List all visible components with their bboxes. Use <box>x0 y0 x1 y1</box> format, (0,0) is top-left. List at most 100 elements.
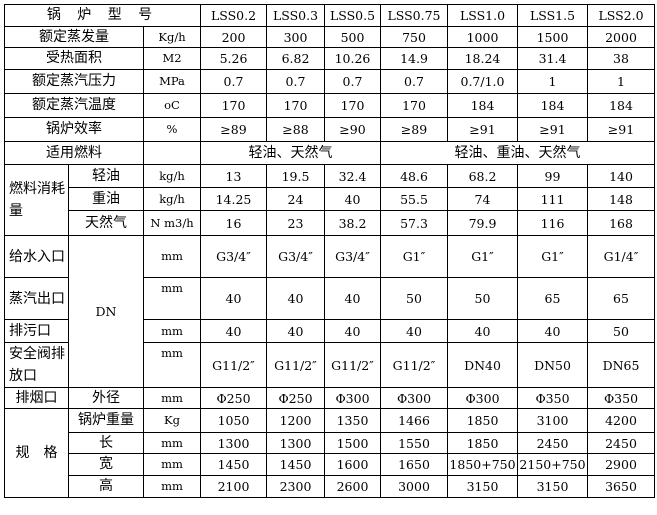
value-cell: 40 <box>324 187 381 211</box>
table-row: 额定蒸汽压力 MPa 0.7 0.7 0.7 0.7 0.7/1.0 1 1 <box>4 69 655 94</box>
value-cell: DN40 <box>447 342 518 388</box>
value-cell: 74 <box>447 187 518 211</box>
unit-cell: MPa <box>143 69 201 94</box>
value-cell: 184 <box>447 93 518 118</box>
value-cell: 170 <box>200 93 267 118</box>
value-cell: 19.5 <box>266 164 325 188</box>
value-cell: 2450 <box>587 432 655 454</box>
table-row: 锅炉效率% ≥89 ≥88 ≥90 ≥89 ≥91 ≥91 ≥91 <box>4 117 655 142</box>
value-cell: 79.9 <box>447 210 518 236</box>
value-cell: 1 <box>587 69 655 94</box>
value-cell: 1850+750 <box>447 453 518 476</box>
value-cell: 65 <box>587 277 655 320</box>
value-cell: 50 <box>380 277 448 320</box>
sub-label: 天然气 <box>68 210 144 236</box>
table-row: 重油 kg/h 14.25 24 40 55.5 74 111 148 <box>5 187 655 211</box>
unit-cell: N m3/h <box>143 210 201 236</box>
row-label: 给水入口 <box>4 235 69 278</box>
unit-cell: mm <box>143 432 201 454</box>
value-cell: 40 <box>324 277 381 320</box>
value-cell: 148 <box>587 187 655 211</box>
unit-cell: Kg <box>143 408 201 433</box>
value-cell: 1300 <box>266 432 325 454</box>
table-row: 适用燃料 轻油、天然气 轻油、重油、天然气 <box>4 141 655 165</box>
table-row: 天然气 N m3/h 16 23 38.2 57.3 79.9 116 168 <box>5 210 655 236</box>
unit-cell: kg/h <box>143 187 201 211</box>
value-cell: 750 <box>380 26 448 48</box>
value-cell: ≥91 <box>447 117 518 142</box>
value-cell: Φ350 <box>517 387 588 409</box>
value-cell: Φ300 <box>380 387 448 409</box>
value-cell: 170 <box>324 93 381 118</box>
value-cell: ≥91 <box>587 117 655 142</box>
value-cell: 68.2 <box>447 164 518 188</box>
value-cell: 10.26 <box>324 47 381 70</box>
unit-cell: mm <box>143 235 201 278</box>
value-cell: 111 <box>517 187 588 211</box>
table-row: 规 格锅炉重量 Kg 1050 1200 1350 1466 1850 3100 4200 <box>4 408 655 498</box>
value-cell: 2900 <box>587 453 655 476</box>
value-cell: 1300 <box>200 432 267 454</box>
value-cell: Φ300 <box>447 387 518 409</box>
value-cell: 14.25 <box>200 187 267 211</box>
value-cell: Φ250 <box>266 387 325 409</box>
value-cell: 14.9 <box>380 47 448 70</box>
value-cell: 65 <box>517 277 588 320</box>
group-label: 燃料消耗量 <box>4 164 69 236</box>
value-cell: 300 <box>266 26 325 48</box>
value-cell: G3/4″ <box>266 235 325 278</box>
value-cell: G11/2″ <box>324 342 381 388</box>
model-header: LSS0.2 <box>200 4 267 27</box>
value-cell: 40 <box>200 277 267 320</box>
value-cell: 3100 <box>517 408 588 433</box>
row-label: 排污口 <box>4 319 69 343</box>
value-cell: 1000 <box>447 26 518 48</box>
value-cell: 24 <box>266 187 325 211</box>
value-cell: 1466 <box>380 408 448 433</box>
value-cell: 3150 <box>517 475 588 498</box>
table-row: 高 mm 2100 2300 2600 3000 3150 3150 3650 <box>5 475 655 498</box>
value-cell: 0.7 <box>324 69 381 94</box>
value-cell: ≥89 <box>200 117 267 142</box>
value-cell: 40 <box>200 319 267 343</box>
unit-cell: mm <box>143 387 201 409</box>
value-cell: 1850 <box>447 432 518 454</box>
value-cell: 2450 <box>517 432 588 454</box>
table-row: 长 mm 1300 1300 1500 1550 1850 2450 2450 <box>5 432 655 454</box>
value-cell: ≥89 <box>380 117 448 142</box>
unit-cell: mm <box>143 475 201 498</box>
value-cell: 184 <box>587 93 655 118</box>
value-cell: 1350 <box>324 408 381 433</box>
value-cell: 6.82 <box>266 47 325 70</box>
group-label: DN <box>68 235 144 388</box>
value-cell: ≥90 <box>324 117 381 142</box>
value-cell: G11/2″ <box>200 342 267 388</box>
value-cell: G11/2″ <box>266 342 325 388</box>
value-cell: G1″ <box>447 235 518 278</box>
value-cell: 38.2 <box>324 210 381 236</box>
model-header: LSS2.0 <box>587 4 655 27</box>
table-row: 蒸汽出口 mm 40 40 40 50 50 65 65 <box>4 277 655 320</box>
model-header: LSS0.75 <box>380 4 448 27</box>
value-cell: 184 <box>517 93 588 118</box>
sub-label: 长 <box>68 432 144 454</box>
value-cell: 170 <box>266 93 325 118</box>
model-header: LSS1.5 <box>517 4 588 27</box>
unit-cell: oC <box>143 93 201 118</box>
value-cell: 40 <box>324 319 381 343</box>
sub-label: 外径 <box>68 387 144 409</box>
value-cell: 3000 <box>380 475 448 498</box>
table-row: 额定蒸汽温度 oC 170 170 170 170 184 184 184 <box>4 93 655 118</box>
value-cell: 2300 <box>266 475 325 498</box>
value-cell: 200 <box>200 26 267 48</box>
value-cell: Φ350 <box>587 387 655 409</box>
value-cell: 116 <box>517 210 588 236</box>
value-cell: 1200 <box>266 408 325 433</box>
model-header: LSS0.5 <box>324 4 381 27</box>
unit-cell: % <box>143 117 201 142</box>
table-row: 给水入口 DN mm G3/4″ G3/4″ G3/4″ G1″ G1″ G1″ G1/4″ <box>4 235 655 388</box>
value-cell: 0.7 <box>266 69 325 94</box>
row-label: 排烟口 <box>4 387 69 409</box>
fuel-group: 轻油、天然气 <box>200 141 381 165</box>
row-label: 额定蒸发量 <box>4 26 144 48</box>
